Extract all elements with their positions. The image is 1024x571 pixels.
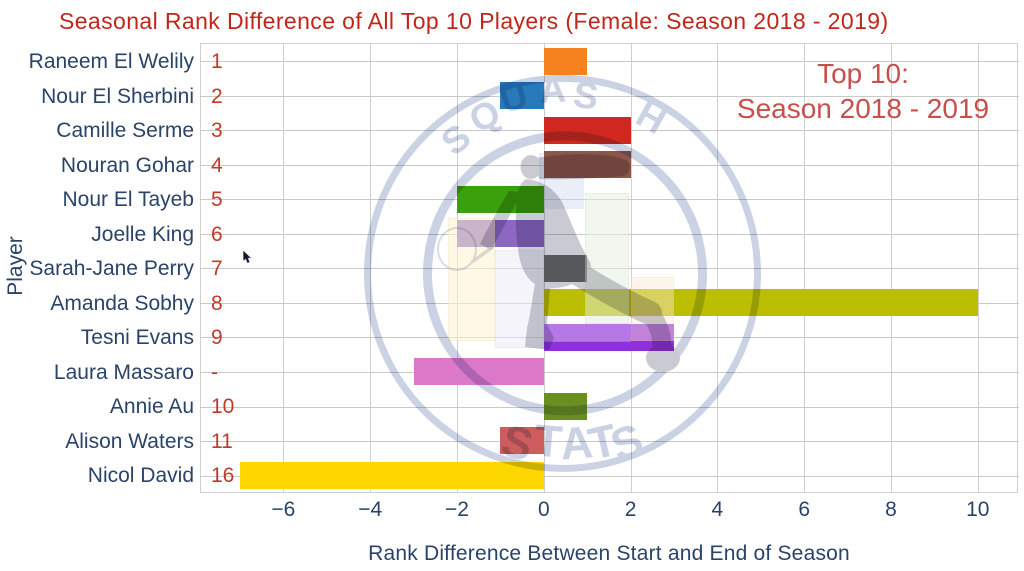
svg-text:H: H [629, 93, 673, 142]
svg-text:T: T [532, 414, 564, 467]
svg-text:A: A [538, 68, 567, 110]
svg-text:A: A [558, 416, 594, 469]
svg-text:S: S [571, 74, 601, 118]
